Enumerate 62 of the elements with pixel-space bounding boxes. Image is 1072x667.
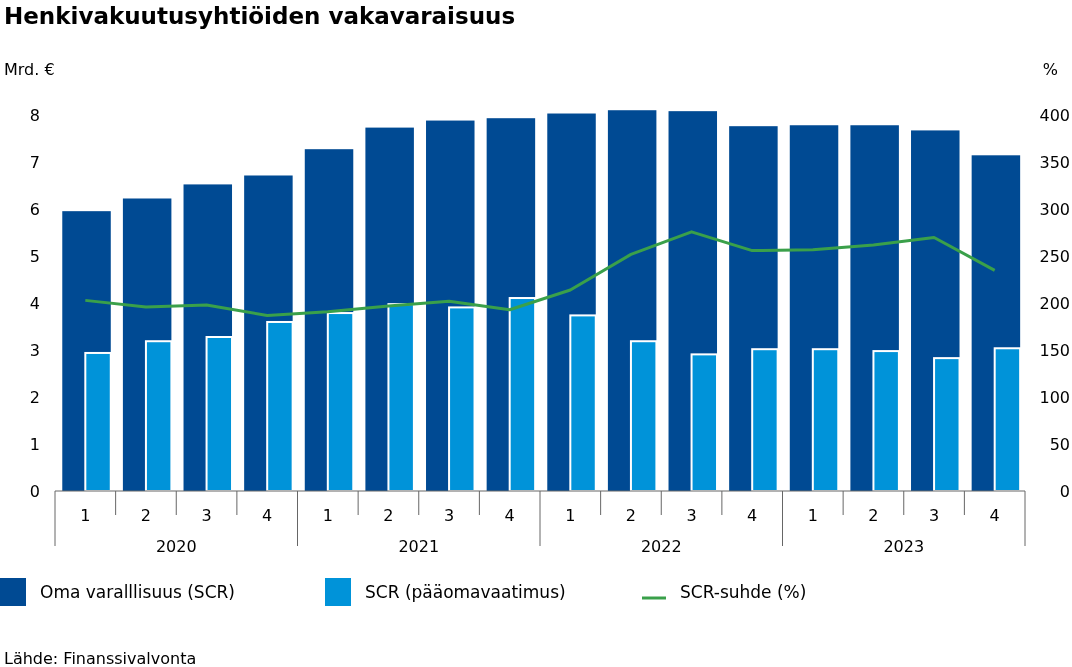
y-tick-label: 4 [29, 293, 40, 313]
bar [690, 353, 719, 492]
y2-tick-label: 350 [1039, 152, 1070, 172]
y-tick-label: 3 [29, 340, 40, 360]
x-tick-label: 3 [686, 506, 697, 525]
x-tick-label: 1 [80, 506, 91, 525]
y2-tick-label: 150 [1039, 340, 1070, 360]
x-tick-label: 4 [747, 506, 758, 525]
x-tick-label: 3 [443, 506, 455, 525]
y-tick-label: 0 [29, 481, 40, 501]
y-tick-label: 6 [29, 199, 40, 219]
y2-tick-label: 0 [1059, 481, 1070, 501]
x-tick-label: 2 [625, 506, 637, 525]
legend-label: SCR (pääomavaatimus) [365, 582, 566, 602]
x-tick-label: 3 [201, 506, 212, 525]
y2-tick-label: 100 [1039, 387, 1070, 407]
x-tick-label: 2 [868, 506, 879, 525]
y2-tick-label: 400 [1039, 105, 1070, 125]
x-tick-label: 1 [807, 506, 818, 525]
x-tick-label: 4 [504, 506, 515, 525]
legend-label: Oma varalllisuus (SCR) [40, 582, 235, 602]
y2-tick-label: 300 [1039, 199, 1070, 219]
y-tick-label: 8 [29, 105, 40, 125]
x-tick-label: 1 [565, 506, 576, 525]
y-tick-label: 5 [29, 246, 40, 266]
y2-axis-title: % [1042, 60, 1058, 79]
bar [751, 348, 779, 492]
x-tick-label: 2 [140, 506, 152, 525]
text: 2022 [640, 537, 682, 556]
x-tick-label: 3 [928, 506, 940, 525]
y-tick-label: 2 [29, 387, 40, 407]
bar [569, 314, 597, 492]
bar [872, 350, 900, 492]
bar [84, 351, 112, 492]
x-tick-label: 2 [383, 506, 394, 525]
line-series [83, 230, 997, 317]
chart-title: Henkivakuutusyhtiöiden vakavaraisuus [4, 3, 516, 29]
bar [933, 357, 961, 492]
x-tick-label: 4 [262, 506, 273, 525]
bar [993, 347, 1022, 492]
bar [629, 340, 658, 492]
y-tick-label: 1 [29, 434, 40, 454]
y-axis-title: Mrd. € [4, 60, 55, 79]
x-tick-label: 4 [989, 506, 1000, 525]
x-tick-label: 1 [322, 506, 333, 525]
bar [508, 297, 537, 492]
bar [266, 320, 294, 492]
bar [205, 336, 234, 492]
y2-tick-label: 250 [1039, 246, 1070, 266]
bar [144, 340, 173, 492]
legend-label: SCR-suhde (%) [680, 582, 807, 602]
bar [387, 303, 415, 492]
bar [326, 312, 355, 492]
text: 2020 [155, 537, 197, 556]
bar [811, 348, 840, 492]
text: 2023 [883, 537, 925, 556]
y2-tick-label: 200 [1039, 293, 1070, 313]
y2-tick-label: 50 [1049, 434, 1070, 454]
bar [448, 306, 476, 492]
text: Lähde: Finanssivalvonta [4, 649, 197, 667]
y-tick-label: 7 [29, 152, 40, 172]
text: 2021 [398, 537, 440, 556]
